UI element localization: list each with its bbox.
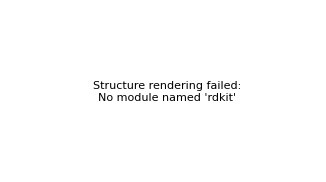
Text: Structure rendering failed:
No module named 'rdkit': Structure rendering failed: No module na… [93,81,241,103]
